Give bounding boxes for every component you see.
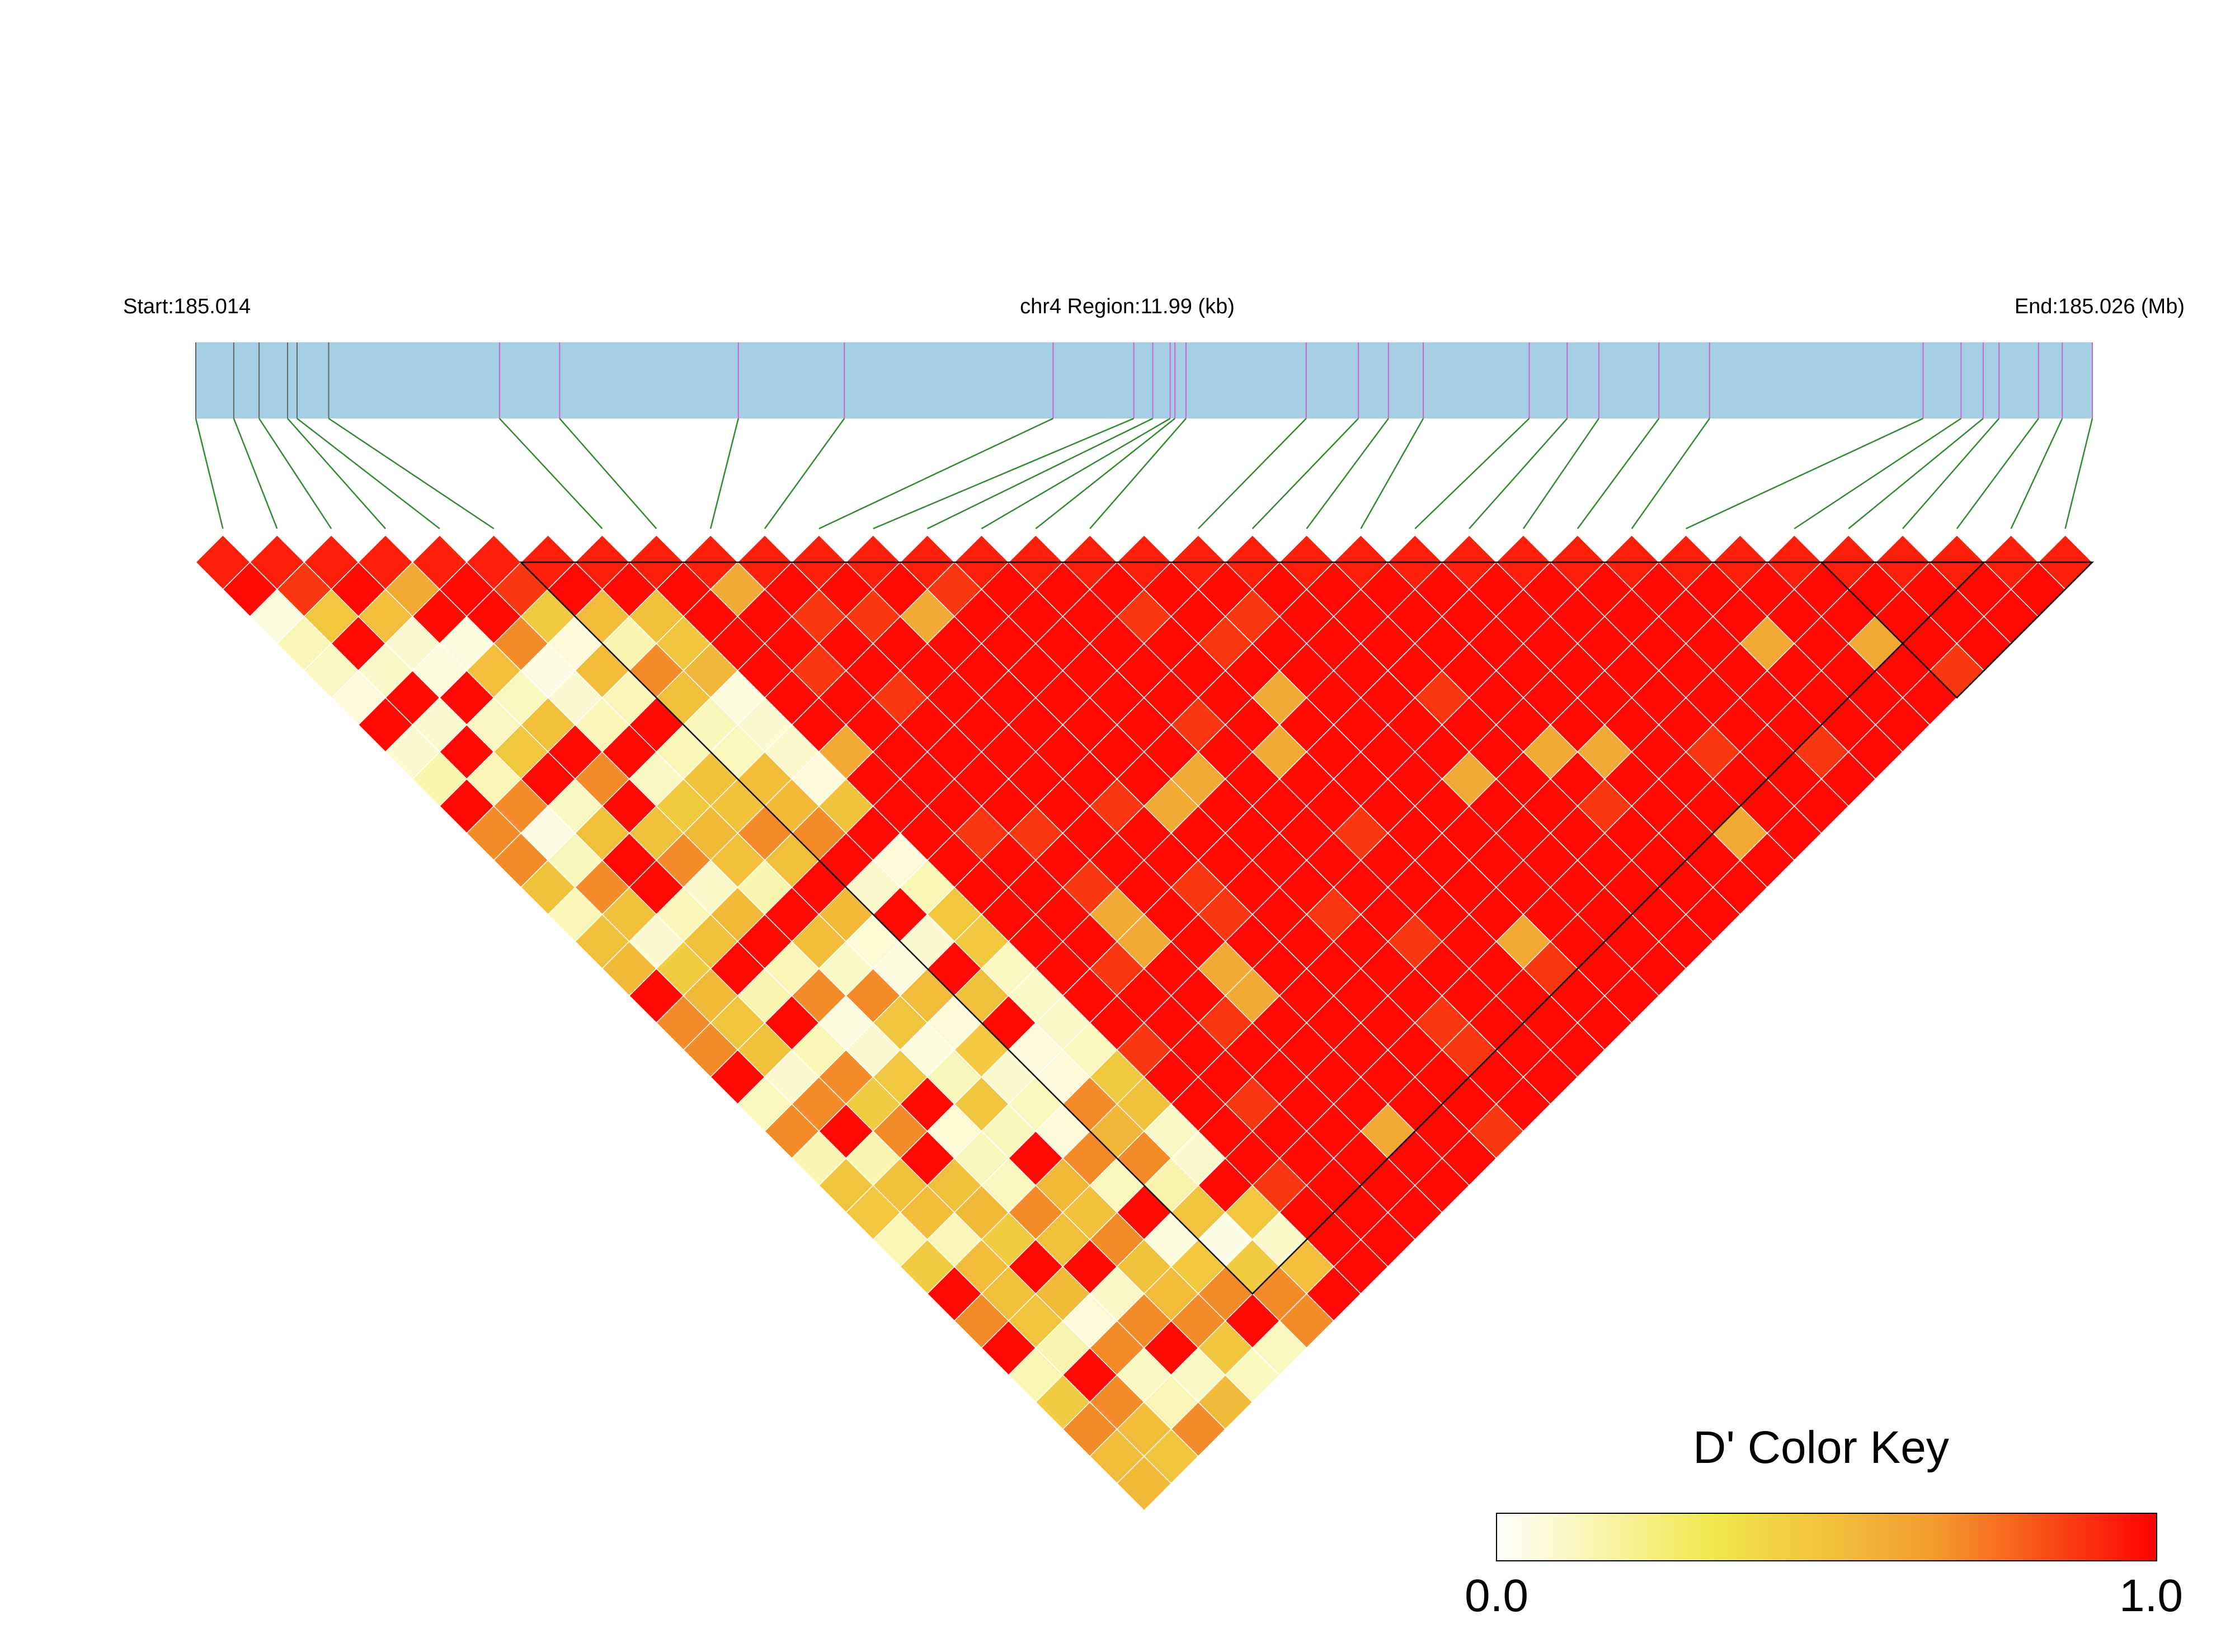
snp-connector [1414,418,1530,529]
color-key-title: D' Color Key [1693,1422,1949,1473]
snp-connector [328,417,495,530]
snp-connector [287,418,386,529]
snp-connector [1089,418,1187,529]
snp-connector [818,417,1053,530]
snp-connector [709,418,739,529]
snp-connector [1794,417,1962,530]
snp-connector [297,418,440,529]
snp-connector [2010,418,2063,529]
snp-connector [258,418,332,529]
snp-connector [981,417,1171,530]
color-key-bar [1496,1513,2157,1561]
snp-connector [233,418,278,529]
snp-connector [1848,418,1984,529]
snp-connector [1577,418,1660,529]
haplotype-block-outline [1819,561,2095,699]
snp-connector [498,418,603,529]
snp-connector [1251,418,1359,529]
end-label: End:185.026 (Mb) [2015,295,2185,318]
snp-connector [873,417,1135,530]
snp-connector [1631,418,1710,529]
snp-connector [1522,418,1599,529]
color-key-max-label: 1.0 [2119,1570,2183,1621]
start-label: Start:185.014 [123,295,251,318]
ld-cells [195,534,2093,1512]
haplotype-block-outline [519,561,1986,1295]
snp-connector [2064,418,2093,529]
snp-position-lines [195,342,2093,418]
region-label: chr4 Region:11.99 (kb) [1020,295,1235,318]
snp-connector [764,418,845,529]
snp-connector [1197,418,1307,529]
position-track [196,342,2092,418]
snp-connector [1306,418,1389,529]
snp-connector [1469,418,1568,529]
snp-connector [1902,418,2000,529]
snp-connector [559,418,657,529]
snp-connector [1035,418,1175,529]
snp-connectors [195,417,2093,530]
snp-connector [1686,417,1923,530]
snp-connector [195,418,224,529]
haplotype-blocks [519,561,2095,1295]
color-key-min-label: 0.0 [1465,1570,1528,1621]
snp-connector [1956,418,2039,529]
snp-connector [927,417,1154,530]
snp-connector [1360,418,1424,529]
